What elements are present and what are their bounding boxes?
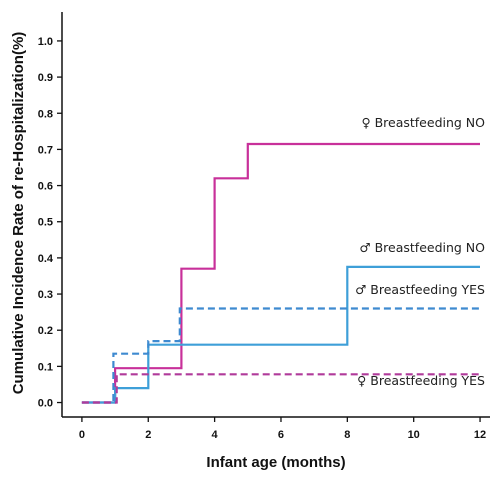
series-labels: ♀ Breastfeeding NO ♂ Breastfeeding NO ♂ Br… (355, 115, 485, 388)
x-ticks: 0 2 4 6 8 10 12 (79, 417, 486, 441)
y-tick-label: 0.5 (38, 217, 53, 229)
y-tick-label: 0.6 (38, 181, 53, 193)
series-line-male-breastfeeding-no (81, 265, 480, 404)
x-tick-label: 0 (79, 429, 85, 441)
y-tick-label: 0.7 (38, 144, 53, 156)
series-label-male-breastfeeding-no: ♂ Breastfeeding NO (359, 240, 485, 255)
x-tick-label: 4 (212, 429, 219, 441)
x-tick-label: 6 (278, 429, 284, 441)
series-line-female-breastfeeding-no (81, 142, 480, 404)
y-axis-title: Cumulative Incidence Rate of re-Hospital… (10, 32, 27, 395)
y-tick-label: 0.4 (38, 253, 54, 265)
series-line-male-breastfeeding-yes (81, 307, 480, 404)
series-line-female-breastfeeding-yes (81, 373, 480, 404)
y-tick-label: 0.3 (38, 289, 53, 301)
y-ticks: 0.0 0.1 0.2 0.3 0.4 0.5 0.6 0.7 0.8 0.9 1.0 (38, 36, 62, 410)
series-label-female-breastfeeding-no: ♀ Breastfeeding NO (361, 115, 485, 130)
series-lines (81, 142, 480, 404)
y-tick-label: 0.9 (38, 72, 53, 84)
x-tick-label: 2 (145, 429, 151, 441)
y-tick-label: 1.0 (38, 36, 53, 48)
x-axis-title: Infant age (months) (206, 454, 345, 471)
x-tick-label: 12 (474, 429, 486, 441)
y-tick-label: 0.2 (38, 325, 53, 337)
series-label-male-breastfeeding-yes: ♂ Breastfeeding YES (355, 282, 485, 297)
y-tick-label: 0.1 (38, 361, 53, 373)
x-tick-label: 8 (344, 429, 350, 441)
axes (61, 12, 490, 418)
x-tick-label: 10 (408, 429, 420, 441)
y-tick-label: 0.8 (38, 108, 53, 120)
y-tick-label: 0.0 (38, 398, 53, 410)
series-label-female-breastfeeding-yes: ♀ Breastfeeding YES (357, 373, 485, 388)
